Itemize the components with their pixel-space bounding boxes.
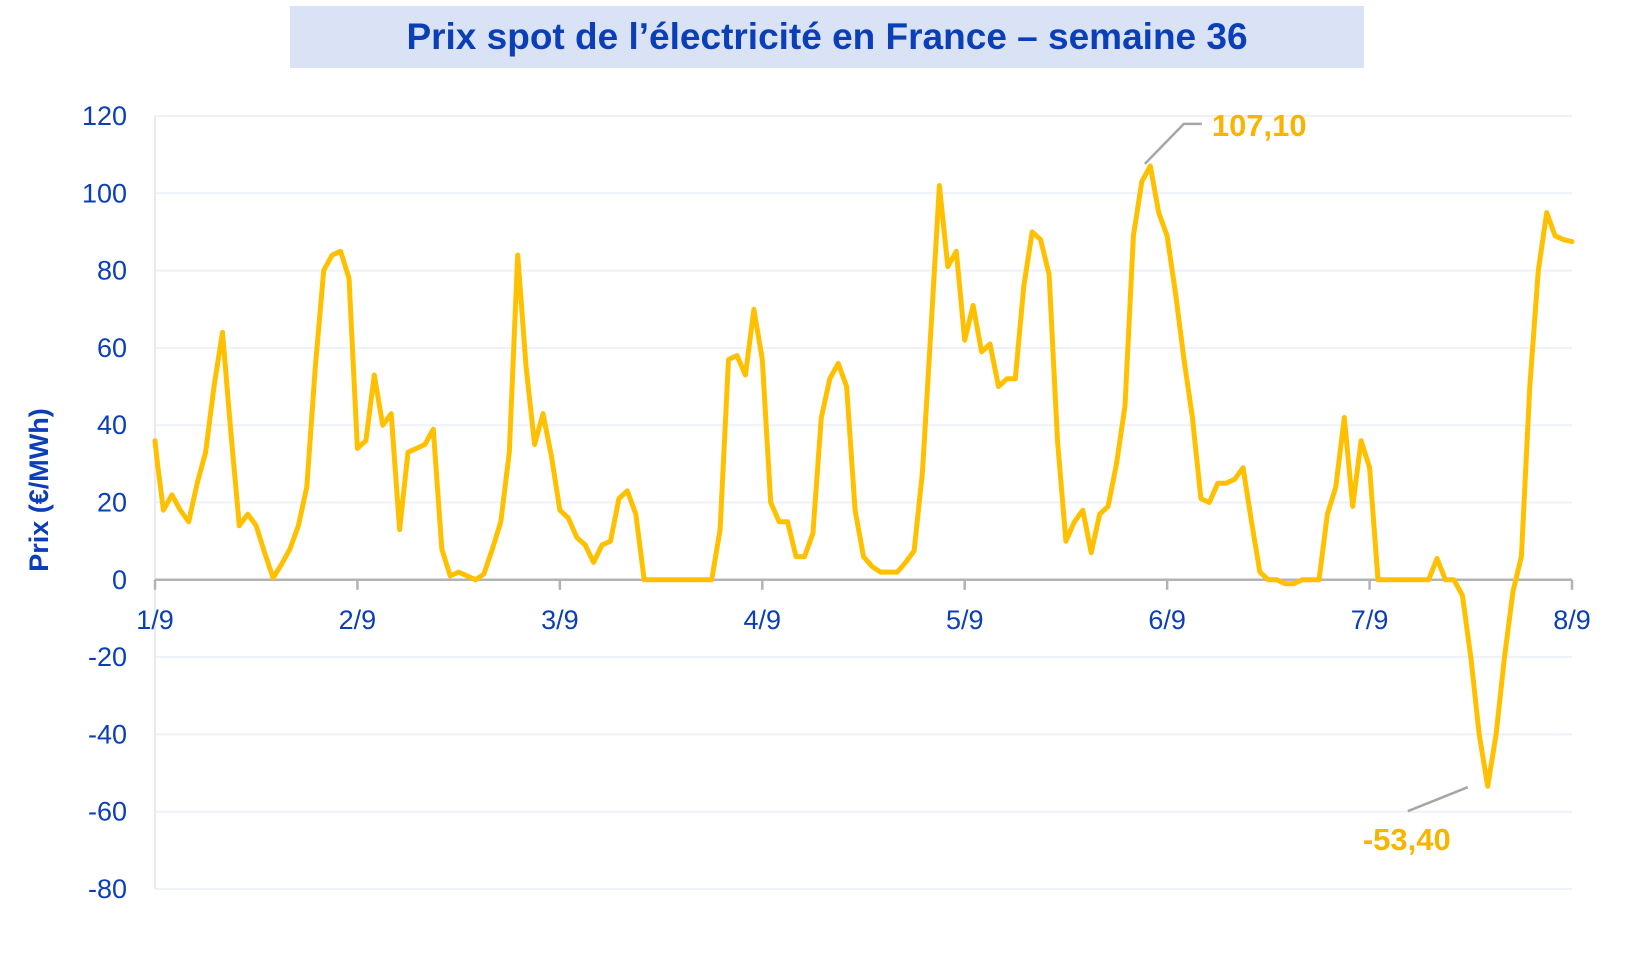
x-tick-label: 2/9 <box>339 605 377 635</box>
annotation-leader-max <box>1143 122 1202 165</box>
annotations: 107,10 -53,40 <box>1143 108 1469 857</box>
chart-title: Prix spot de l’électricité en France – s… <box>406 16 1248 57</box>
y-tick-label: -20 <box>88 642 127 672</box>
series-group <box>152 163 1575 789</box>
chart-title-box: Prix spot de l’électricité en France – s… <box>290 6 1364 68</box>
x-tick-label: 8/9 <box>1553 605 1591 635</box>
y-tick-labels: -80 -60 -40 -20 0 20 40 60 80 100 120 <box>82 101 127 904</box>
y-tick-label: 100 <box>82 178 127 208</box>
axes <box>153 116 1574 889</box>
y-tick-label: 80 <box>97 256 127 286</box>
x-tick-label: 4/9 <box>744 605 782 635</box>
x-tick-label: 7/9 <box>1351 605 1389 635</box>
x-tick-label: 3/9 <box>541 605 579 635</box>
y-axis-label: Prix (€/MWh) <box>24 408 54 572</box>
x-tick-label: 1/9 <box>136 605 174 635</box>
y-tick-label: -40 <box>88 719 127 749</box>
y-tick-label: -60 <box>88 797 127 827</box>
x-tick-labels: 1/9 2/9 3/9 4/9 5/9 6/9 7/9 8/9 <box>136 605 1591 635</box>
y-tick-label: 0 <box>112 565 127 595</box>
series-line-0 <box>152 163 1575 789</box>
y-tick-label: 20 <box>97 488 127 518</box>
y-tick-label: 120 <box>82 101 127 131</box>
y-tick-label: -80 <box>88 874 127 904</box>
y-tick-label: 40 <box>97 410 127 440</box>
annotation-label-min: -53,40 <box>1363 822 1451 857</box>
x-tick-label: 6/9 <box>1148 605 1186 635</box>
x-tick-label: 5/9 <box>946 605 984 635</box>
annotation-label-max: 107,10 <box>1212 108 1307 143</box>
y-tick-label: 60 <box>97 333 127 363</box>
gridlines <box>155 115 1572 890</box>
annotation-leader-min <box>1407 786 1469 813</box>
